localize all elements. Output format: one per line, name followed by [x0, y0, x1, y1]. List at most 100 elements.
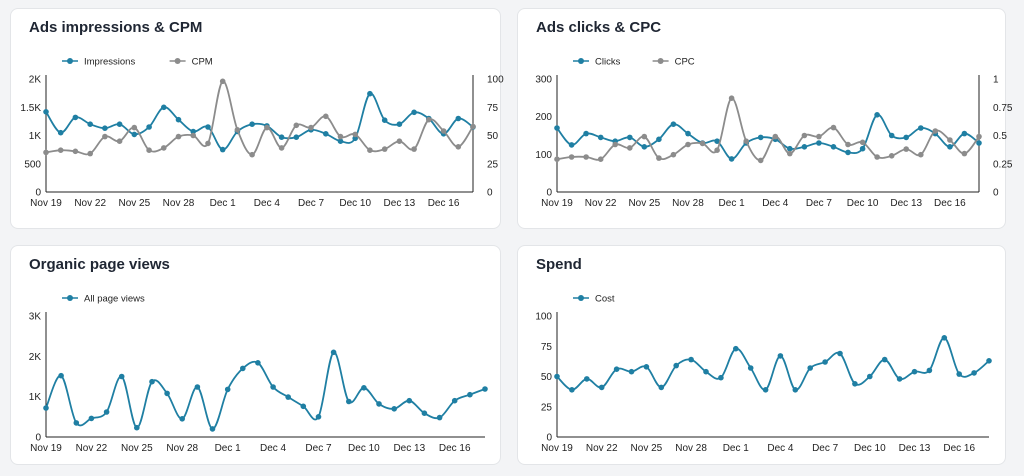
data-point[interactable]	[976, 140, 982, 146]
data-point[interactable]	[670, 151, 677, 158]
data-point[interactable]	[845, 149, 851, 156]
data-point[interactable]	[888, 132, 895, 139]
data-point[interactable]	[87, 121, 93, 127]
data-point[interactable]	[597, 156, 604, 162]
data-point[interactable]	[440, 128, 447, 134]
data-point[interactable]	[956, 371, 962, 377]
data-point[interactable]	[837, 350, 843, 357]
data-point[interactable]	[396, 138, 403, 144]
data-point[interactable]	[757, 157, 764, 164]
data-point[interactable]	[146, 124, 152, 130]
data-point[interactable]	[918, 125, 924, 131]
data-point[interactable]	[641, 144, 648, 150]
data-point[interactable]	[72, 114, 79, 121]
data-point[interactable]	[787, 145, 793, 152]
legend-item[interactable]: CPM	[169, 57, 213, 68]
data-point[interactable]	[164, 390, 170, 397]
data-point[interactable]	[219, 78, 226, 85]
data-point[interactable]	[976, 133, 982, 140]
data-point[interactable]	[436, 414, 443, 421]
data-point[interactable]	[58, 372, 64, 379]
data-point[interactable]	[194, 384, 201, 390]
data-point[interactable]	[234, 127, 241, 133]
data-point[interactable]	[396, 121, 403, 127]
data-point[interactable]	[569, 387, 575, 393]
data-point[interactable]	[411, 146, 417, 152]
data-point[interactable]	[43, 149, 49, 156]
data-point[interactable]	[971, 370, 977, 376]
data-point[interactable]	[714, 138, 720, 144]
data-point[interactable]	[346, 398, 352, 405]
data-point[interactable]	[961, 130, 968, 137]
data-point[interactable]	[455, 144, 462, 150]
data-point[interactable]	[224, 386, 231, 393]
data-point[interactable]	[918, 151, 924, 158]
data-point[interactable]	[352, 131, 359, 138]
data-point[interactable]	[845, 141, 851, 148]
legend-item[interactable]: CPC	[652, 57, 695, 68]
data-point[interactable]	[627, 145, 633, 151]
data-point[interactable]	[323, 131, 329, 137]
data-point[interactable]	[293, 134, 300, 140]
data-point[interactable]	[874, 112, 880, 118]
data-point[interactable]	[190, 132, 196, 139]
data-point[interactable]	[874, 154, 880, 160]
data-point[interactable]	[103, 409, 110, 415]
data-point[interactable]	[285, 394, 292, 400]
data-point[interactable]	[926, 367, 933, 374]
data-point[interactable]	[867, 373, 873, 380]
data-point[interactable]	[658, 384, 665, 391]
data-point[interactable]	[583, 130, 589, 137]
data-point[interactable]	[240, 365, 246, 372]
legend-item[interactable]: Impressions	[62, 57, 135, 68]
data-point[interactable]	[772, 133, 779, 140]
legend-item[interactable]: Cost	[573, 294, 615, 305]
data-point[interactable]	[161, 145, 167, 151]
data-point[interactable]	[205, 124, 211, 130]
data-point[interactable]	[175, 116, 182, 123]
data-point[interactable]	[219, 146, 226, 153]
data-point[interactable]	[209, 426, 216, 432]
data-point[interactable]	[941, 335, 948, 341]
data-point[interactable]	[249, 151, 255, 158]
data-point[interactable]	[822, 359, 828, 365]
data-point[interactable]	[888, 153, 895, 159]
data-point[interactable]	[146, 147, 152, 153]
data-point[interactable]	[859, 139, 866, 146]
data-point[interactable]	[583, 154, 589, 160]
data-point[interactable]	[411, 109, 417, 116]
data-point[interactable]	[161, 104, 167, 111]
data-point[interactable]	[57, 129, 64, 136]
data-point[interactable]	[149, 378, 155, 385]
data-point[interactable]	[656, 155, 662, 161]
data-point[interactable]	[688, 356, 694, 363]
data-point[interactable]	[627, 134, 633, 141]
data-point[interactable]	[391, 406, 398, 412]
data-point[interactable]	[482, 386, 488, 392]
data-point[interactable]	[777, 353, 784, 359]
data-point[interactable]	[816, 140, 822, 146]
data-point[interactable]	[961, 150, 968, 157]
data-point[interactable]	[747, 365, 754, 371]
data-point[interactable]	[685, 130, 691, 137]
data-point[interactable]	[421, 410, 428, 416]
data-point[interactable]	[278, 134, 285, 140]
data-point[interactable]	[116, 138, 123, 144]
data-point[interactable]	[116, 121, 123, 127]
data-point[interactable]	[641, 133, 648, 140]
data-point[interactable]	[87, 150, 93, 157]
data-point[interactable]	[381, 117, 388, 123]
data-point[interactable]	[703, 368, 709, 375]
data-point[interactable]	[986, 358, 992, 364]
data-point[interactable]	[903, 134, 909, 141]
data-point[interactable]	[278, 145, 285, 151]
data-point[interactable]	[830, 124, 837, 131]
data-point[interactable]	[598, 384, 605, 391]
data-point[interactable]	[932, 128, 939, 134]
data-point[interactable]	[451, 397, 458, 404]
data-point[interactable]	[792, 387, 799, 393]
data-point[interactable]	[337, 138, 344, 144]
data-point[interactable]	[568, 142, 575, 148]
data-point[interactable]	[554, 125, 560, 131]
data-point[interactable]	[714, 147, 720, 153]
